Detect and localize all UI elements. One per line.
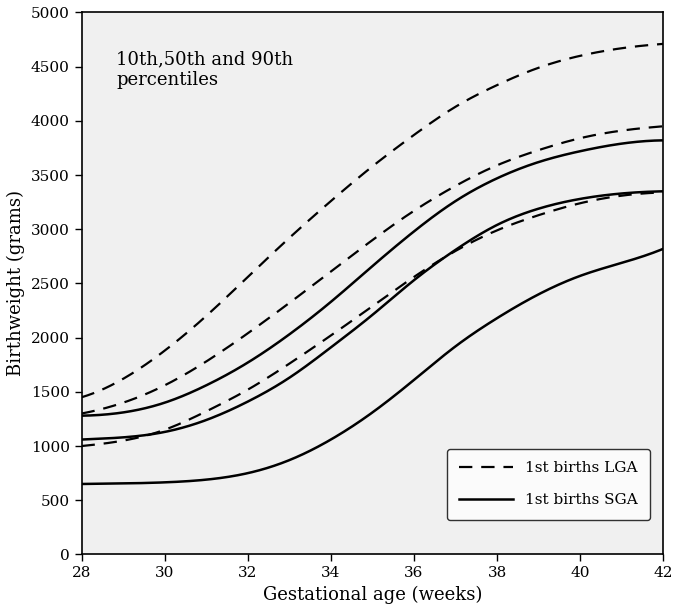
Text: 10th,50th and 90th
percentiles: 10th,50th and 90th percentiles: [116, 50, 294, 89]
Legend: 1st births LGA, 1st births SGA: 1st births LGA, 1st births SGA: [447, 449, 650, 520]
Y-axis label: Birthweight (grams): Birthweight (grams): [7, 191, 25, 376]
X-axis label: Gestational age (weeks): Gestational age (weeks): [262, 586, 482, 604]
